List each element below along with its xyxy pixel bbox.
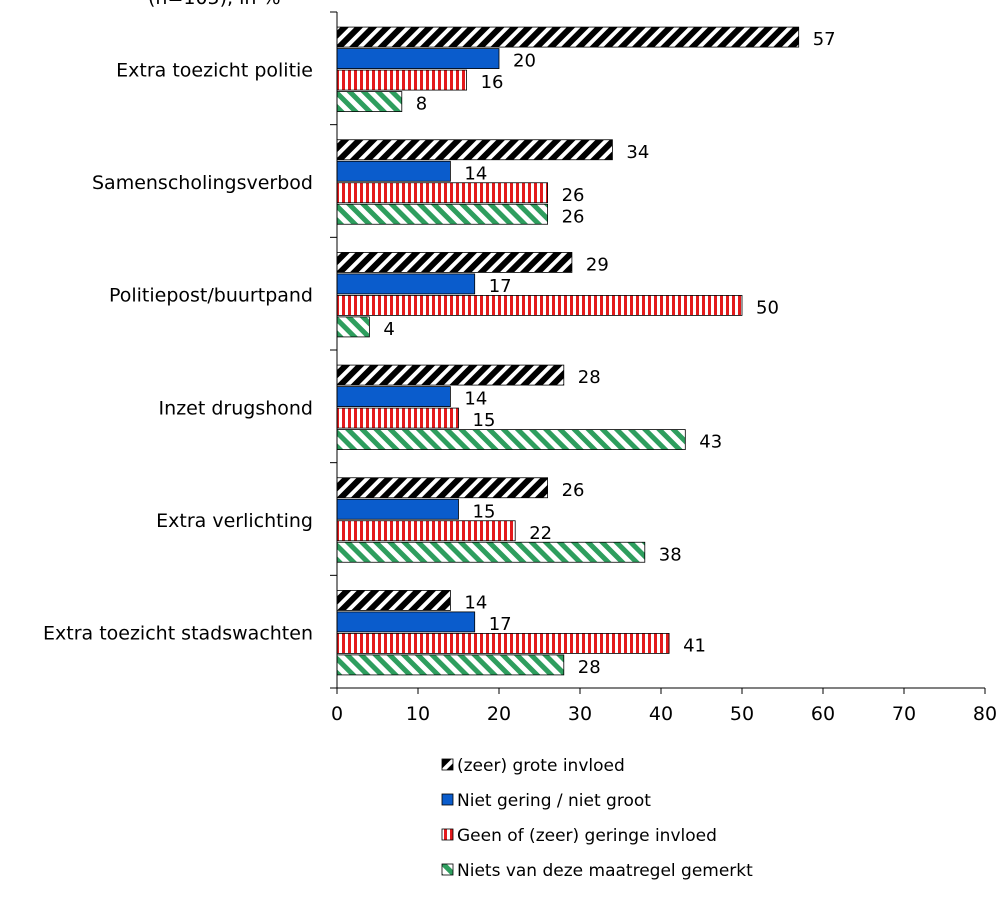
bar <box>336 611 476 633</box>
data-label: 16 <box>481 72 504 93</box>
category-label: Extra toezicht politie <box>116 59 313 81</box>
data-label: 38 <box>659 544 682 565</box>
x-tick-label: 10 <box>406 703 430 725</box>
bar <box>336 590 451 611</box>
data-label: 17 <box>489 614 512 635</box>
bar <box>336 633 670 654</box>
x-tick-label: 0 <box>331 703 343 725</box>
bar <box>336 160 451 182</box>
legend-label: Niet gering / niet groot <box>457 791 651 811</box>
bar <box>336 498 459 520</box>
data-label: 29 <box>586 254 609 275</box>
legend-swatch <box>441 863 454 876</box>
legend-label: Niets van deze maatregel gemerkt <box>457 861 753 881</box>
data-label: 26 <box>562 480 585 501</box>
bar <box>336 520 516 542</box>
category-label: Inzet drugshond <box>159 397 313 419</box>
bar <box>336 295 743 316</box>
bar <box>336 541 646 563</box>
data-label: 8 <box>416 94 427 115</box>
category-label: Samenscholingsverbod <box>92 172 313 194</box>
data-label: 14 <box>464 592 487 613</box>
category-label: Politiepost/buurtpand <box>109 285 313 307</box>
bars-group: 5720168341426262917504281415432615223814… <box>336 26 836 678</box>
data-label: 14 <box>464 389 487 410</box>
legend-label: (zeer) grote invloed <box>457 756 625 776</box>
data-label: 41 <box>683 635 706 656</box>
x-tick-label: 50 <box>730 703 754 725</box>
legend-swatch <box>441 828 454 841</box>
bar <box>336 654 565 676</box>
category-label: Extra verlichting <box>156 510 313 532</box>
data-label: 17 <box>489 276 512 297</box>
bar <box>336 316 370 338</box>
bar <box>336 252 573 273</box>
bar <box>336 48 500 69</box>
data-label: 15 <box>473 410 496 431</box>
data-label: 34 <box>626 142 649 163</box>
category-label: Extra toezicht stadswachten <box>43 623 313 645</box>
data-label: 57 <box>813 29 836 50</box>
data-label: 28 <box>578 657 601 678</box>
x-tick-label: 30 <box>568 703 592 725</box>
data-label: 26 <box>562 185 585 206</box>
bar <box>336 139 613 161</box>
legend-swatch <box>441 758 454 771</box>
bar <box>336 91 403 112</box>
bar <box>336 203 549 225</box>
data-label: 20 <box>513 51 536 72</box>
bar <box>336 273 476 295</box>
data-label: 15 <box>473 501 496 522</box>
legend-swatch <box>441 793 454 806</box>
data-label: 14 <box>464 163 487 184</box>
data-label: 4 <box>383 319 394 340</box>
bar <box>336 407 459 429</box>
x-tick-label: 40 <box>649 703 673 725</box>
bar <box>336 26 800 48</box>
data-label: 50 <box>756 297 779 318</box>
legend-label: Geen of (zeer) geringe invloed <box>457 826 717 846</box>
x-tick-label: 60 <box>811 703 835 725</box>
chart-title: (n=105), in % <box>148 0 281 9</box>
x-tick-label: 20 <box>487 703 511 725</box>
x-tick-label: 70 <box>892 703 916 725</box>
bar <box>336 477 549 499</box>
bar <box>336 69 468 91</box>
data-label: 43 <box>699 432 722 453</box>
legend: (zeer) grote invloed Niet gering / niet g… <box>441 756 753 881</box>
bar <box>336 364 565 386</box>
data-label: 22 <box>529 523 552 544</box>
bar <box>336 182 549 204</box>
data-label: 26 <box>562 206 585 227</box>
bar <box>336 429 686 450</box>
axes-group: Extra toezicht politie Samenscholingsverb… <box>43 11 997 725</box>
data-label: 28 <box>578 367 601 388</box>
x-tick-label: 80 <box>973 703 997 725</box>
bar <box>336 386 451 407</box>
